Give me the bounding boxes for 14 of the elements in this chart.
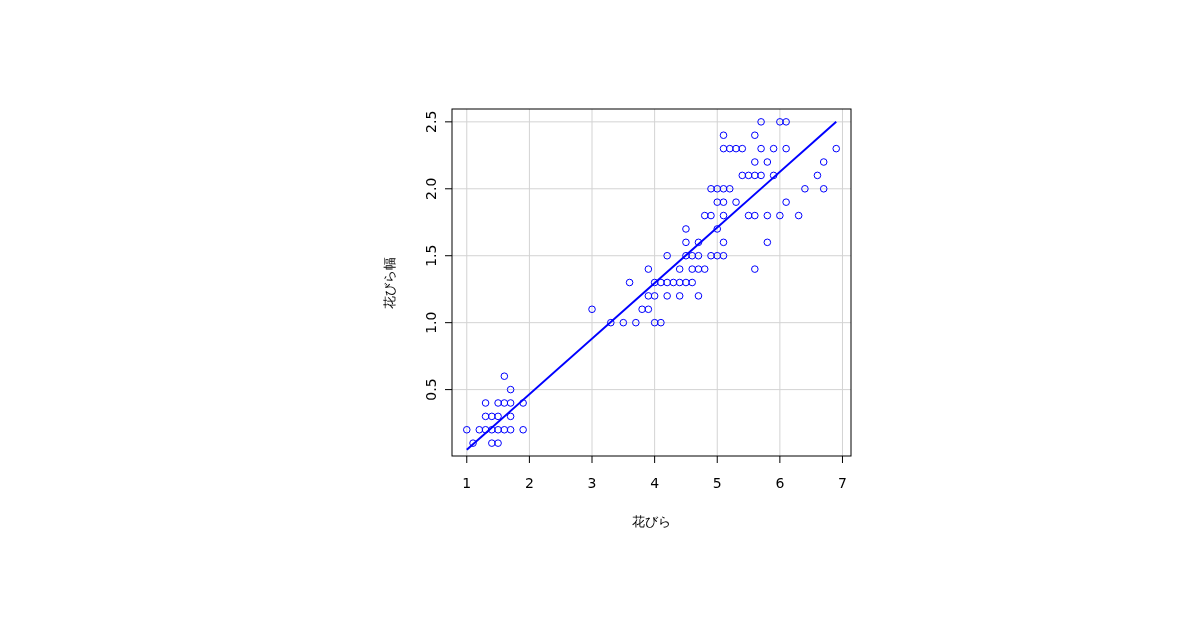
y-tick-label: 2.0 <box>423 177 439 200</box>
y-tick-label: 0.5 <box>423 378 439 401</box>
x-tick-label: 2 <box>524 475 534 491</box>
y-axis-title: 花びら幅 <box>382 256 397 309</box>
x-tick-label: 5 <box>712 475 722 491</box>
x-tick-label: 1 <box>462 475 472 491</box>
x-axis-title: 花びら <box>632 514 671 529</box>
y-tick-label: 1.5 <box>423 244 439 267</box>
y-tick-label: 1.0 <box>423 311 439 334</box>
x-tick-label: 7 <box>838 475 847 491</box>
x-tick-label: 4 <box>650 475 660 491</box>
x-tick-label: 6 <box>775 475 785 491</box>
x-tick-label: 3 <box>587 475 597 491</box>
y-tick-label: 2.5 <box>423 110 439 133</box>
